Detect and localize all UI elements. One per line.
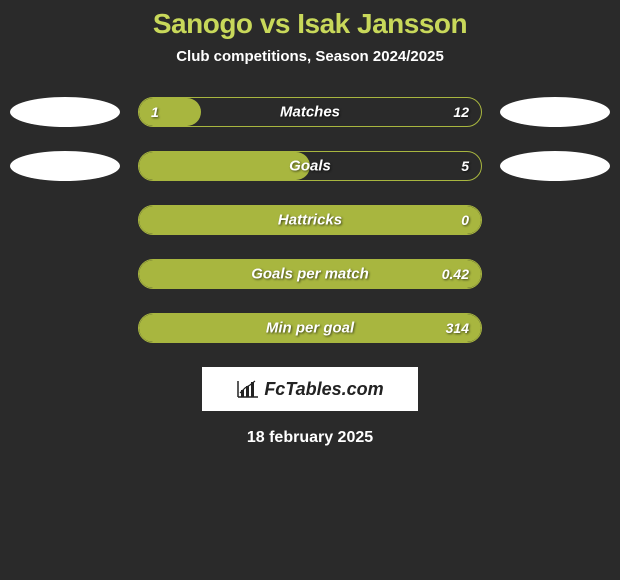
stat-label: Goals per match [251, 266, 369, 283]
stat-left-value: 1 [151, 104, 159, 120]
date-text: 18 february 2025 [247, 429, 373, 447]
comparison-widget: Sanogo vs Isak Jansson Club competitions… [0, 0, 620, 447]
stat-bar: Min per goal 314 [138, 313, 482, 343]
stat-label: Matches [280, 104, 340, 121]
stat-bar: Hattricks 0 [138, 205, 482, 235]
ellipse-spacer [10, 259, 120, 289]
stat-right-value: 0 [461, 212, 469, 228]
ellipse-spacer [500, 259, 610, 289]
ellipse-spacer [500, 205, 610, 235]
stat-label: Min per goal [266, 320, 354, 337]
stat-bar-fill [139, 152, 310, 180]
ellipse-spacer [10, 313, 120, 343]
player-right-ellipse [500, 151, 610, 181]
stat-row: 1 Matches 12 [10, 97, 610, 127]
rows-container: 1 Matches 12 Goals 5 Hattricks 0 Goals per matc… [10, 97, 610, 367]
stat-label: Hattricks [278, 212, 342, 229]
stat-label: Goals [289, 158, 331, 175]
stat-bar: Goals 5 [138, 151, 482, 181]
stat-row: Min per goal 314 [10, 313, 610, 343]
player-left-ellipse [10, 97, 120, 127]
fctables-chart-icon [236, 379, 260, 399]
stat-right-value: 0.42 [442, 266, 469, 282]
stat-row: Hattricks 0 [10, 205, 610, 235]
stat-right-value: 5 [461, 158, 469, 174]
player-right-ellipse [500, 97, 610, 127]
ellipse-spacer [10, 205, 120, 235]
stat-bar: Goals per match 0.42 [138, 259, 482, 289]
stat-bar-fill [139, 98, 201, 126]
stat-right-value: 12 [453, 104, 469, 120]
page-title: Sanogo vs Isak Jansson [153, 8, 467, 40]
stat-bar: 1 Matches 12 [138, 97, 482, 127]
subtitle: Club competitions, Season 2024/2025 [176, 48, 444, 65]
ellipse-spacer [500, 313, 610, 343]
player-left-ellipse [10, 151, 120, 181]
logo-box[interactable]: FcTables.com [202, 367, 418, 411]
logo-text: FcTables.com [264, 379, 383, 400]
stat-row: Goals 5 [10, 151, 610, 181]
stat-right-value: 314 [446, 320, 469, 336]
stat-row: Goals per match 0.42 [10, 259, 610, 289]
